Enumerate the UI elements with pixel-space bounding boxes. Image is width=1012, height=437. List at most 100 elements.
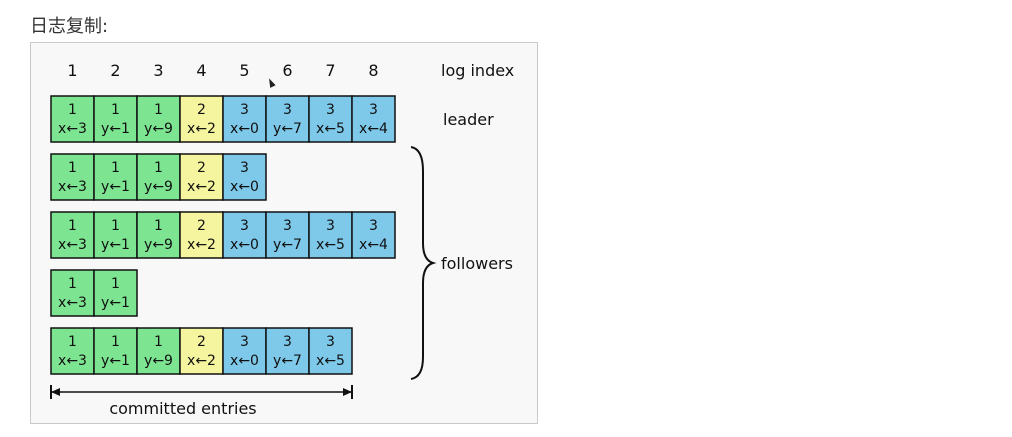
entry-term: 1 [68,218,77,234]
entry-term: 1 [111,218,120,234]
entry-command: x←0 [230,121,259,137]
log-entry-cell [265,95,310,143]
committed-entries-label: committed entries [109,399,256,418]
log-entry-cell [136,211,181,259]
entry-command: y←9 [144,121,173,137]
log-entry: 1x←3 [50,211,95,259]
log-entry: 1y←9 [136,153,181,201]
log-entry: 3y←7 [265,95,310,143]
log-index-number: 4 [196,61,206,80]
log-entry: 3y←7 [265,211,310,259]
entry-term: 1 [68,276,77,292]
entry-command: x←4 [359,121,388,137]
entry-command: y←7 [273,121,302,137]
log-entry-cell [50,153,95,201]
entry-term: 1 [68,334,77,350]
log-entry: 1y←9 [136,95,181,143]
arrow-left-icon [51,388,60,396]
entry-command: x←4 [359,237,388,253]
entry-term: 3 [326,102,335,118]
entry-term: 1 [154,334,163,350]
log-entry: 2x←2 [179,211,224,259]
entry-term: 1 [68,102,77,118]
entry-term: 3 [283,218,292,234]
entry-command: x←3 [58,179,87,195]
entry-command: y←1 [101,179,130,195]
log-entry: 2x←2 [179,95,224,143]
log-entry-cell [179,153,224,201]
entry-term: 3 [240,160,249,176]
entry-command: y←1 [101,121,130,137]
entry-command: y←7 [273,353,302,369]
log-entry-cell [351,95,396,143]
entry-command: y←1 [101,295,130,311]
entry-term: 3 [283,334,292,350]
entry-command: y←9 [144,237,173,253]
log-index-label: log index [441,61,514,80]
log-entry: 1y←9 [136,327,181,375]
log-entry-cell [308,327,353,375]
entry-command: y←1 [101,237,130,253]
log-entry: 1y←1 [93,95,138,143]
follower-log: 1x←31y←11y←92x←23x←03y←73x←5 [50,327,353,375]
entry-term: 3 [369,218,378,234]
entry-term: 3 [369,102,378,118]
log-index-number: 8 [368,61,378,80]
entry-command: x←2 [187,353,216,369]
entry-command: y←1 [101,353,130,369]
log-entry: 1x←3 [50,327,95,375]
log-entry-cell [265,327,310,375]
log-entry-cell [222,327,267,375]
followers-brace [410,146,437,380]
log-entry-cell [93,153,138,201]
log-entry: 2x←2 [179,327,224,375]
entry-command: y←9 [144,179,173,195]
entry-term: 3 [240,218,249,234]
entry-command: x←3 [58,121,87,137]
log-entry-cell [50,95,95,143]
entry-term: 2 [197,334,206,350]
follower-log: 1x←31y←11y←92x←23x←0 [50,153,267,201]
entry-command: x←3 [58,353,87,369]
log-entry: 3x←4 [351,211,396,259]
entry-term: 2 [197,102,206,118]
entry-command: x←3 [58,237,87,253]
log-entry-cell [222,153,267,201]
committed-entries-span [50,385,353,399]
arrow-right-icon [343,388,352,396]
log-entry-cell [351,211,396,259]
entry-term: 1 [68,160,77,176]
entry-term: 3 [283,102,292,118]
entry-term: 1 [111,276,120,292]
entry-command: x←3 [58,295,87,311]
log-entry: 3x←0 [222,95,267,143]
entry-command: x←0 [230,353,259,369]
entry-term: 3 [240,102,249,118]
entry-command: y←7 [273,237,302,253]
log-entry-cell [93,95,138,143]
log-entry-cell [308,95,353,143]
entry-term: 1 [154,160,163,176]
log-entry-cell [93,327,138,375]
entry-term: 3 [326,218,335,234]
log-entry: 1x←3 [50,95,95,143]
log-index-number: 3 [153,61,163,80]
entry-command: x←2 [187,179,216,195]
entry-command: x←0 [230,237,259,253]
log-entry: 3x←0 [222,211,267,259]
log-entry: 1y←1 [93,211,138,259]
log-entry-cell [136,95,181,143]
leader-label: leader [443,110,494,129]
log-entry-cell [265,211,310,259]
entry-command: x←2 [187,121,216,137]
log-entry: 3x←5 [308,95,353,143]
page-title: 日志复制: [30,16,109,37]
log-entry-cell [179,327,224,375]
follower-log: 1 x←3 1 y←1 [50,269,138,317]
entry-command: y←9 [144,353,173,369]
log-entry: 3y←7 [265,327,310,375]
log-index-number: 6 [282,61,292,80]
entry-term: 1 [154,218,163,234]
